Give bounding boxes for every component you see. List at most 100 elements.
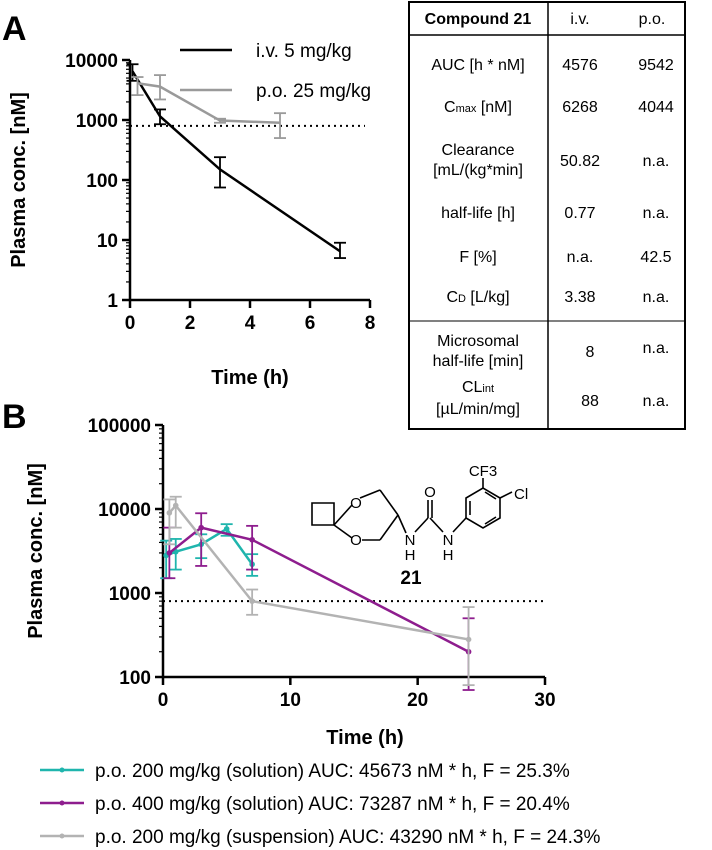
x-tick-label: 2 bbox=[185, 313, 196, 334]
bond bbox=[379, 489, 399, 516]
data-point bbox=[166, 550, 173, 556]
data-point bbox=[223, 526, 230, 532]
y-tick-label: 10000 bbox=[65, 51, 118, 72]
y-tick-label: 100 bbox=[119, 668, 151, 689]
bond bbox=[499, 491, 513, 499]
pk-table: Compound 21 i.v. p.o. AUC [h * nM] 4576 … bbox=[408, 1, 686, 430]
bond bbox=[429, 517, 444, 533]
data-point bbox=[465, 636, 472, 643]
bond bbox=[397, 514, 407, 534]
chart-b-xlabel: Time (h) bbox=[326, 727, 403, 749]
legend-b-marker-0 bbox=[59, 767, 65, 773]
atom-cl: Cl bbox=[514, 486, 528, 503]
atom-n: N bbox=[405, 532, 416, 549]
table-row-iv: 8 bbox=[586, 344, 595, 361]
compound-21-structure bbox=[311, 478, 513, 541]
atom-o: O bbox=[350, 495, 362, 512]
legend-b-marker-2 bbox=[59, 833, 65, 839]
table-row-iv: 0.77 bbox=[564, 205, 595, 222]
table-row-po: n.a. bbox=[643, 393, 670, 410]
table-row-iv: 4576 bbox=[562, 57, 598, 74]
table-row-po: 42.5 bbox=[640, 249, 671, 266]
y-tick-label: 1 bbox=[107, 291, 118, 312]
chart-b-ylabel: Plasma conc. [nM] bbox=[25, 463, 47, 639]
legend-b-item-2: p.o. 200 mg/kg (suspension) AUC: 43290 n… bbox=[95, 827, 600, 848]
table-row-label: AUC [h * nM] bbox=[431, 57, 524, 74]
panel-b-label: B bbox=[2, 398, 27, 436]
series-1 bbox=[131, 74, 286, 139]
legend-a-iv: i.v. 5 mg/kg bbox=[256, 41, 352, 62]
bond bbox=[333, 504, 353, 526]
legend-b-item-0: p.o. 200 mg/kg (solution) AUC: 45673 nM … bbox=[95, 761, 570, 782]
bond bbox=[484, 516, 497, 525]
y-tick-label: 10000 bbox=[98, 500, 151, 521]
series-0 bbox=[126, 63, 346, 259]
table-row-iv: 88 bbox=[581, 393, 599, 410]
x-tick-label: 20 bbox=[407, 690, 428, 711]
atom-h: H bbox=[443, 547, 454, 564]
table-row-po: n.a. bbox=[643, 153, 670, 170]
table-row-po: n.a. bbox=[643, 340, 670, 357]
series-line bbox=[137, 81, 281, 124]
series-line bbox=[168, 503, 469, 641]
table-row-label: Clearance bbox=[442, 142, 515, 159]
table-row-iv: 3.38 bbox=[564, 289, 595, 306]
table-row-po: n.a. bbox=[643, 205, 670, 222]
bond bbox=[359, 489, 381, 499]
y-tick-label: 1000 bbox=[76, 111, 118, 132]
x-tick-label: 4 bbox=[245, 313, 256, 334]
table-row-iv: n.a. bbox=[567, 249, 594, 266]
chart-b-legend: p.o. 200 mg/kg (solution) AUC: 45673 nM … bbox=[40, 761, 600, 848]
x-tick-label: 10 bbox=[280, 690, 301, 711]
panel-a-label: A bbox=[2, 10, 27, 48]
series-line bbox=[168, 526, 470, 653]
y-tick-label: 100 bbox=[86, 171, 118, 192]
bond bbox=[333, 524, 353, 539]
atom-o: O bbox=[350, 532, 362, 549]
table-col-po: p.o. bbox=[639, 11, 666, 28]
y-tick-label: 10 bbox=[97, 231, 118, 252]
bond bbox=[452, 517, 467, 533]
chart-a: 1 10 100 1000 10000 0 2 4 6 8 Plasma conc. [nM] T… bbox=[8, 51, 375, 389]
table-row-label: half-life [h] bbox=[441, 205, 515, 222]
data-point bbox=[166, 510, 173, 516]
atom-h: H bbox=[405, 547, 416, 564]
chart-b: 100 1000 10000 100000 0 10 20 30 Plasma conc. [… bbox=[25, 416, 556, 749]
atom-cf3: CF3 bbox=[469, 463, 497, 480]
table-row-label: CLint bbox=[462, 379, 494, 396]
bond bbox=[414, 517, 429, 533]
chart-a-xlabel: Time (h) bbox=[211, 367, 288, 389]
table-row-label: CD [L/kg] bbox=[446, 289, 509, 306]
x-tick-label: 0 bbox=[125, 313, 136, 334]
y-tick-label: 100000 bbox=[88, 416, 151, 437]
atom-o: O bbox=[424, 484, 436, 501]
y-tick-label: 1000 bbox=[109, 584, 151, 605]
legend-b-marker-1 bbox=[59, 800, 65, 806]
table-row-label: Cmax [nM] bbox=[444, 99, 512, 116]
data-point bbox=[172, 502, 179, 509]
table-row-label: Microsomal bbox=[437, 333, 519, 350]
table-row-label: [mL/(kg*min] bbox=[433, 162, 523, 179]
table-row-iv: 6268 bbox=[562, 99, 598, 116]
data-point bbox=[249, 598, 255, 604]
compound-number: 21 bbox=[400, 568, 422, 589]
benzene-ring bbox=[465, 487, 501, 529]
compound-21-atoms: O O N H N H O CF3 Cl 21 bbox=[350, 463, 528, 589]
series-line bbox=[131, 70, 341, 253]
table-row-label: F [%] bbox=[459, 249, 496, 266]
x-tick-label: 6 bbox=[305, 313, 316, 334]
cyclobutane-ring bbox=[311, 502, 335, 526]
table-row-label: [µL/min/mg] bbox=[436, 401, 520, 418]
data-point bbox=[198, 524, 204, 531]
atom-n: N bbox=[443, 532, 454, 549]
table-row-po: n.a. bbox=[643, 289, 670, 306]
x-tick-label: 0 bbox=[158, 690, 169, 711]
series-2 bbox=[163, 495, 475, 687]
table-row-iv: 50.82 bbox=[560, 153, 600, 170]
series-0 bbox=[160, 523, 259, 580]
chart-a-legend: i.v. 5 mg/kg p.o. 25 mg/kg bbox=[180, 41, 371, 102]
table-row-label: half-life [min] bbox=[433, 353, 524, 370]
data-point bbox=[249, 536, 255, 543]
bond bbox=[379, 514, 399, 541]
